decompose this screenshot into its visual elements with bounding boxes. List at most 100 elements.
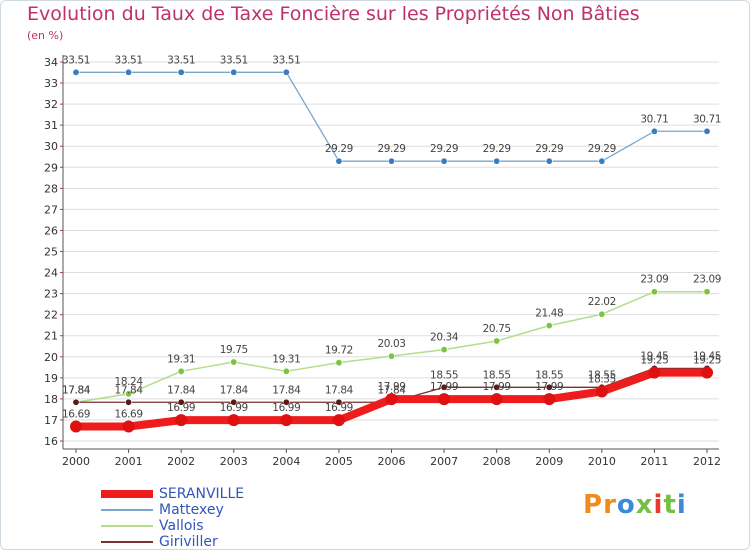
legend-item-giriviller: Giriviller: [101, 534, 244, 550]
data-point-mattexey: [493, 157, 501, 165]
data-label-mattexey: 33.51: [115, 54, 143, 66]
data-label-vallois: 18.24: [115, 376, 144, 388]
data-point-mattexey: [598, 157, 606, 165]
x-tick-label: 2000: [62, 455, 90, 468]
data-point-mattexey: [177, 68, 185, 76]
y-tick-label: 34: [44, 56, 58, 69]
data-label-giriviller: 18.55: [588, 369, 616, 381]
data-point-mattexey: [703, 127, 711, 135]
data-label-seranville: 16.69: [115, 408, 143, 420]
data-label-giriviller: 18.55: [535, 369, 563, 381]
legend-swatch-mattexey: [101, 509, 153, 511]
x-tick-label: 2009: [535, 455, 563, 468]
data-label-giriviller: 17.84: [272, 384, 301, 396]
data-point-seranville: [701, 366, 713, 379]
data-label-seranville: 17.99: [377, 381, 405, 393]
data-label-seranville: 19.25: [693, 355, 721, 367]
x-tick-label: 2012: [693, 455, 721, 468]
data-label-mattexey: 29.29: [483, 143, 511, 155]
data-label-mattexey: 33.51: [167, 54, 195, 66]
x-tick-label: 2010: [588, 455, 616, 468]
x-tick-label: 2011: [640, 455, 668, 468]
data-label-mattexey: 30.71: [640, 113, 668, 125]
data-label-giriviller: 19.45: [640, 350, 668, 362]
data-point-seranville: [490, 393, 503, 406]
data-label-mattexey: 30.71: [693, 113, 721, 125]
data-label-mattexey: 29.29: [377, 143, 405, 155]
data-label-seranville: 18.35: [588, 374, 616, 386]
x-tick-label: 2006: [378, 455, 406, 468]
y-tick-label: 32: [44, 98, 58, 111]
legend-item-vallois: Vallois: [101, 518, 244, 534]
legend-swatch-seranville: [101, 490, 153, 498]
legend: SERANVILLE Mattexey Vallois Giriviller: [101, 486, 244, 550]
data-point-giriviller: [230, 398, 238, 406]
data-point-giriviller: [282, 398, 290, 406]
legend-item-mattexey: Mattexey: [101, 502, 244, 518]
data-label-vallois: 19.72: [325, 345, 353, 357]
data-label-vallois: 22.02: [588, 296, 616, 308]
data-point-seranville: [175, 414, 188, 427]
y-tick-label: 29: [44, 161, 58, 174]
data-point-vallois: [387, 352, 395, 360]
data-label-vallois: 20.75: [483, 323, 511, 335]
legend-item-seranville: SERANVILLE: [101, 486, 244, 502]
data-label-giriviller: 17.84: [62, 384, 91, 396]
data-point-vallois: [598, 310, 606, 318]
x-tick-label: 2007: [430, 455, 458, 468]
legend-label-vallois: Vallois: [159, 518, 204, 534]
series-mattexey: [72, 68, 711, 165]
y-tick-label: 27: [44, 203, 58, 216]
data-label-vallois: 23.09: [640, 274, 668, 286]
logo-letter: x: [635, 490, 654, 520]
data-label-seranville: 17.99: [535, 381, 563, 393]
data-point-giriviller: [125, 398, 133, 406]
y-tick-label: 33: [44, 77, 58, 90]
data-label-mattexey: 29.29: [588, 143, 616, 155]
x-tick-label: 2005: [325, 455, 353, 468]
data-point-vallois: [335, 359, 343, 367]
data-label-vallois: 23.09: [693, 274, 721, 286]
legend-label-mattexey: Mattexey: [159, 502, 224, 518]
data-point-seranville: [280, 414, 293, 427]
data-label-vallois: 17.84: [62, 384, 91, 396]
y-tick-label: 18: [44, 393, 58, 406]
y-tick-label: 25: [44, 246, 58, 259]
data-label-vallois: 20.03: [377, 338, 405, 350]
data-label-giriviller: 18.55: [430, 369, 458, 381]
data-point-vallois: [545, 322, 553, 330]
x-tick-label: 2002: [167, 455, 195, 468]
legend-label-giriviller: Giriviller: [159, 534, 218, 550]
data-label-mattexey: 33.51: [272, 54, 300, 66]
data-point-seranville: [438, 393, 451, 406]
data-point-mattexey: [125, 68, 133, 76]
data-label-vallois: 19.31: [167, 353, 195, 365]
y-tick-label: 20: [44, 351, 58, 364]
logo-letter: t: [663, 490, 677, 520]
data-point-mattexey: [72, 68, 80, 76]
data-label-mattexey: 33.51: [62, 54, 90, 66]
y-tick-label: 17: [44, 414, 58, 427]
y-tick-label: 24: [44, 267, 58, 280]
data-point-vallois: [177, 367, 185, 375]
data-label-seranville: 19.25: [640, 355, 668, 367]
logo-letter: o: [616, 490, 636, 520]
data-point-mattexey: [650, 127, 658, 135]
logo-letter: i: [653, 490, 664, 520]
data-point-seranville: [227, 414, 240, 427]
data-label-vallois: 20.34: [430, 332, 459, 344]
data-point-vallois: [282, 367, 290, 375]
y-tick-label: 21: [44, 330, 58, 343]
series-seranville: [70, 366, 713, 433]
x-tick-label: 2001: [115, 455, 143, 468]
data-point-vallois: [230, 358, 238, 366]
legend-label-seranville: SERANVILLE: [159, 486, 245, 502]
data-point-giriviller: [493, 383, 501, 391]
data-point-vallois: [493, 337, 501, 345]
data-label-vallois: 21.48: [535, 308, 563, 320]
chart-unit: (en %): [27, 29, 64, 42]
data-label-seranville: 17.99: [483, 381, 511, 393]
data-label-seranville: 17.99: [430, 381, 458, 393]
